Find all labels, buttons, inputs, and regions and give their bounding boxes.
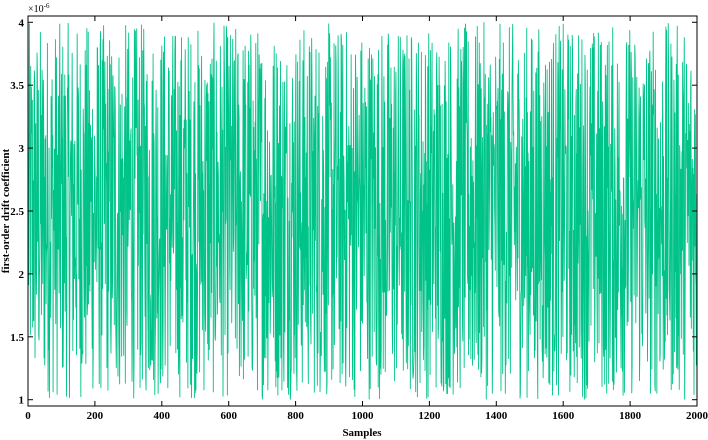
- y-tick-label: 1.5: [10, 332, 24, 344]
- y-exponent-power: -6: [44, 2, 50, 10]
- x-tick-label: 800: [287, 410, 304, 422]
- x-tick-label: 400: [154, 410, 171, 422]
- x-tick-label: 1000: [352, 410, 375, 422]
- series-layer: [27, 22, 698, 400]
- x-tick-label: 1600: [552, 410, 575, 422]
- y-tick-label: 1: [19, 395, 25, 407]
- y-axis-label: first-order drift coefficient: [0, 148, 12, 273]
- x-tick-label: 600: [220, 410, 237, 422]
- y-tick-label: 2.5: [10, 206, 24, 218]
- series-line: [27, 22, 698, 400]
- x-tick-label: 0: [25, 410, 31, 422]
- x-tick-label: 1400: [485, 410, 508, 422]
- x-tick-label: 200: [87, 410, 104, 422]
- y-exponent-base: ×10: [28, 4, 44, 15]
- x-tick-label: 2000: [686, 410, 708, 422]
- y-tick-label: 3: [19, 143, 25, 155]
- x-axis-label: Samples: [342, 427, 382, 439]
- y-exponent-label: ×10-6: [28, 2, 50, 15]
- y-tick-label: 3.5: [10, 80, 24, 92]
- x-tick-label: 1200: [418, 410, 441, 422]
- y-tick-label: 2: [19, 269, 25, 281]
- ticks-layer: 0 200 400 600 800 1000 1200 1400 1600 1800 2000 1 1.…: [10, 16, 708, 422]
- x-tick-label: 1800: [619, 410, 642, 422]
- y-tick-label: 4: [19, 17, 25, 29]
